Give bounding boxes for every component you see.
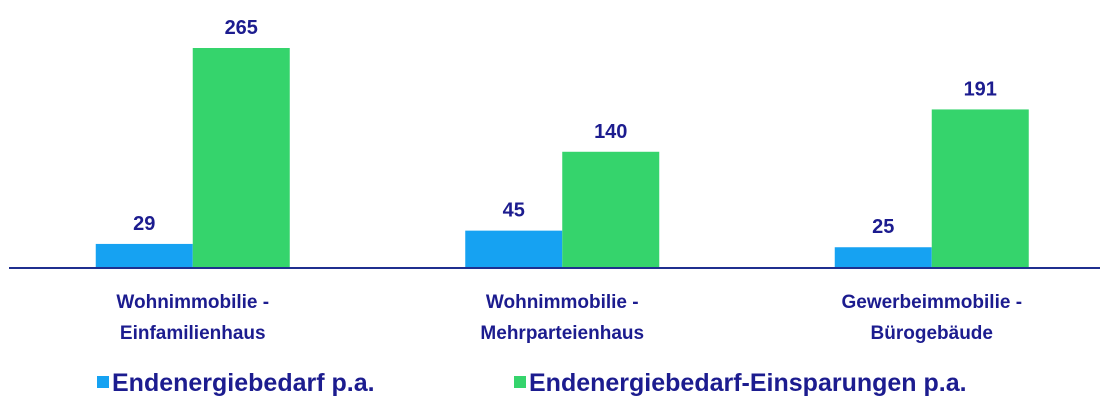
- x-tick-label: Wohnimmobilie -Einfamilienhaus: [116, 292, 269, 344]
- legend-swatch: [514, 376, 526, 388]
- bar: [465, 230, 563, 268]
- x-tick-label: Gewerbeimmobilie -Bürogebäude: [841, 292, 1022, 344]
- x-tick-label: Wohnimmobilie -Mehrparteienhaus: [480, 292, 644, 344]
- legend-label: Endenergiebedarf-Einsparungen p.a.: [529, 369, 967, 397]
- legend-label: Endenergiebedarf p.a.: [112, 369, 375, 397]
- value-label: 45: [503, 200, 525, 222]
- value-label: 25: [872, 216, 894, 238]
- value-label: 265: [225, 17, 258, 39]
- legend-swatch: [97, 376, 109, 388]
- bar: [931, 109, 1029, 268]
- bar: [562, 151, 660, 268]
- value-label: 29: [133, 213, 155, 235]
- bar: [192, 48, 290, 268]
- bar: [95, 243, 193, 268]
- value-label: 191: [964, 78, 997, 100]
- value-label: 140: [594, 121, 627, 143]
- bar: [834, 247, 932, 268]
